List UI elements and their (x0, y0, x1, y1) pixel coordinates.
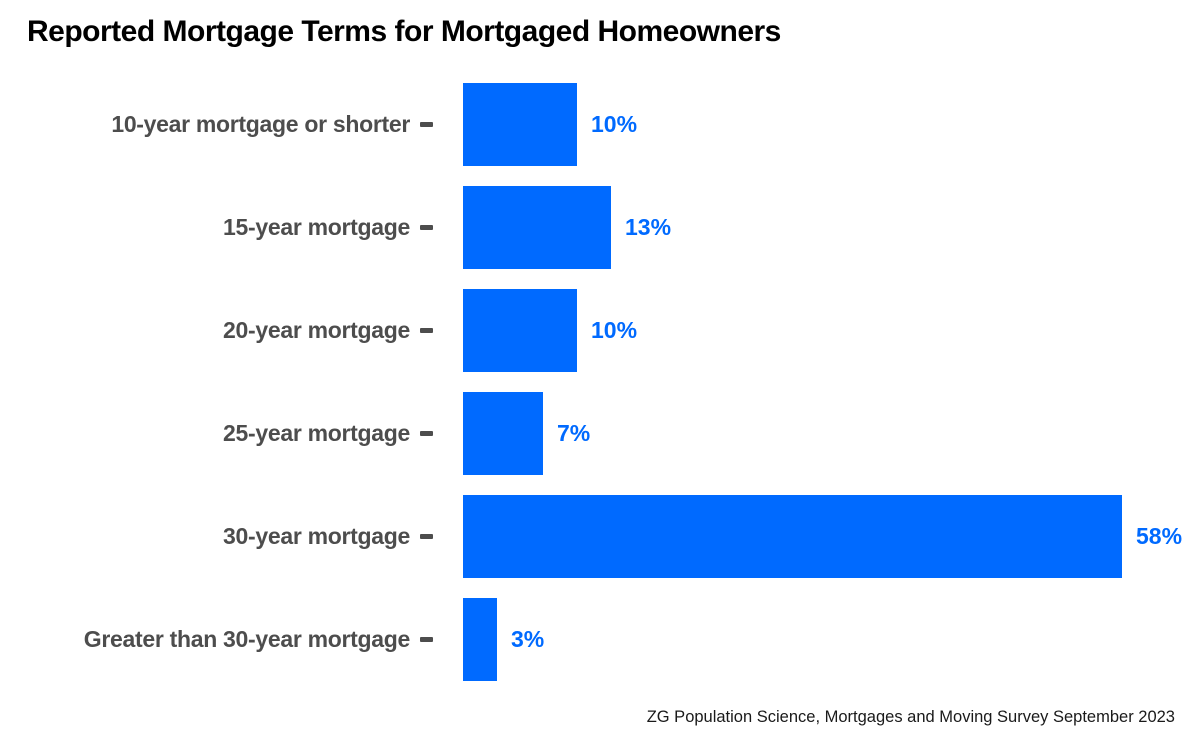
axis-tick-mark (420, 431, 433, 436)
bar-row: 30-year mortgage 58% (0, 495, 1200, 578)
value-label: 10% (591, 317, 638, 343)
bar (463, 495, 1122, 578)
bar-row: 25-year mortgage 7% (0, 392, 1200, 475)
category-label: 25-year mortgage (223, 420, 410, 446)
bar-chart: 10-year mortgage or shorter 10% 15-year … (0, 83, 1200, 681)
bar-row: Greater than 30-year mortgage 3% (0, 598, 1200, 681)
category-label: 15-year mortgage (223, 214, 410, 240)
value-label: 13% (625, 214, 672, 240)
bar (463, 598, 497, 681)
value-label: 3% (511, 626, 545, 652)
value-label: 10% (591, 111, 638, 137)
chart-title: Reported Mortgage Terms for Mortgaged Ho… (27, 15, 781, 48)
bar-row: 20-year mortgage 10% (0, 289, 1200, 372)
source-attribution: ZG Population Science, Mortgages and Mov… (646, 708, 1175, 726)
bar-row: 10-year mortgage or shorter 10% (0, 83, 1200, 166)
category-label: 20-year mortgage (223, 317, 410, 343)
axis-tick-mark (420, 534, 433, 539)
axis-tick-mark (420, 328, 433, 333)
axis-tick-mark (420, 122, 433, 127)
category-label: Greater than 30-year mortgage (83, 626, 411, 652)
value-label: 58% (1136, 523, 1183, 549)
axis-tick-mark (420, 637, 433, 642)
bar (463, 392, 543, 475)
category-label: 10-year mortgage or shorter (111, 111, 410, 137)
axis-tick-mark (420, 225, 433, 230)
bar (463, 83, 577, 166)
category-label: 30-year mortgage (223, 523, 410, 549)
bar-row: 15-year mortgage 13% (0, 186, 1200, 269)
value-label: 7% (557, 420, 591, 446)
bar (463, 186, 611, 269)
bar (463, 289, 577, 372)
